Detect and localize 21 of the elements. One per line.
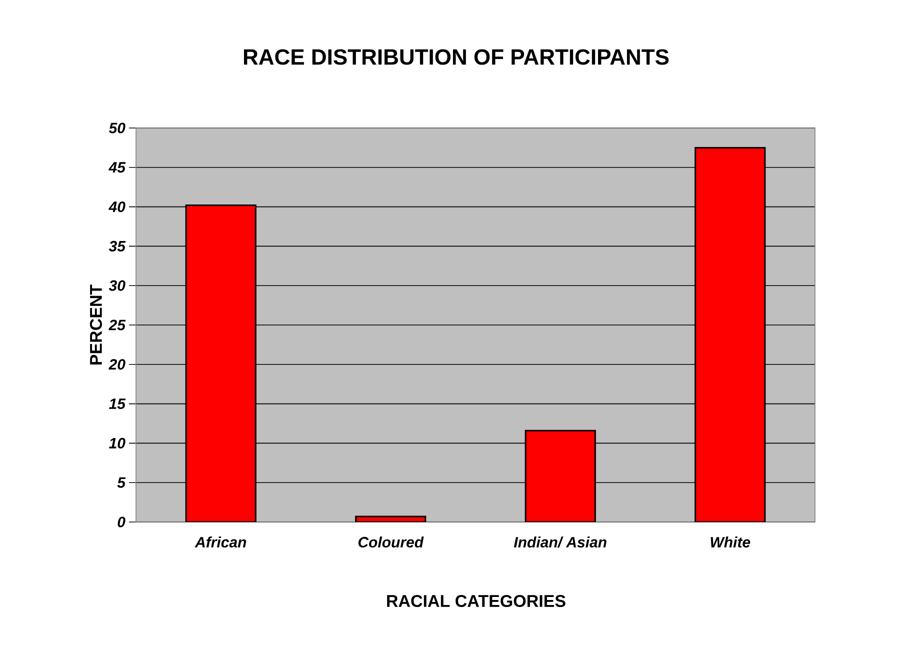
y-tick-label: 15 — [109, 398, 126, 410]
y-tick-label: 0 — [118, 516, 126, 528]
y-tick-label: 30 — [108, 280, 126, 291]
y-tick-label: 25 — [108, 320, 126, 330]
x-tick-label: African — [194, 536, 246, 548]
bar — [524, 430, 596, 522]
x-tick-label: Indian/ Asian — [514, 536, 606, 548]
y-tick-label: 10 — [109, 438, 126, 449]
x-axis-title: RACIAL CATEGORIES — [387, 594, 566, 608]
x-tick-label: White — [710, 536, 750, 548]
bar — [185, 204, 256, 522]
chart-title: RACE DISTRIBUTION OF PARTICIPANTS — [244, 49, 669, 65]
y-tick-label: 5 — [117, 477, 126, 488]
y-tick-label: 20 — [108, 359, 126, 370]
x-tick-label: Coloured — [358, 536, 424, 548]
y-tick-label: 50 — [108, 122, 126, 134]
y-tick-label: 40 — [108, 201, 126, 212]
bar — [694, 146, 766, 522]
y-tick-label: 35 — [108, 240, 126, 252]
y-axis-title: PERCENT — [90, 284, 102, 364]
y-tick-label: 45 — [108, 162, 126, 173]
